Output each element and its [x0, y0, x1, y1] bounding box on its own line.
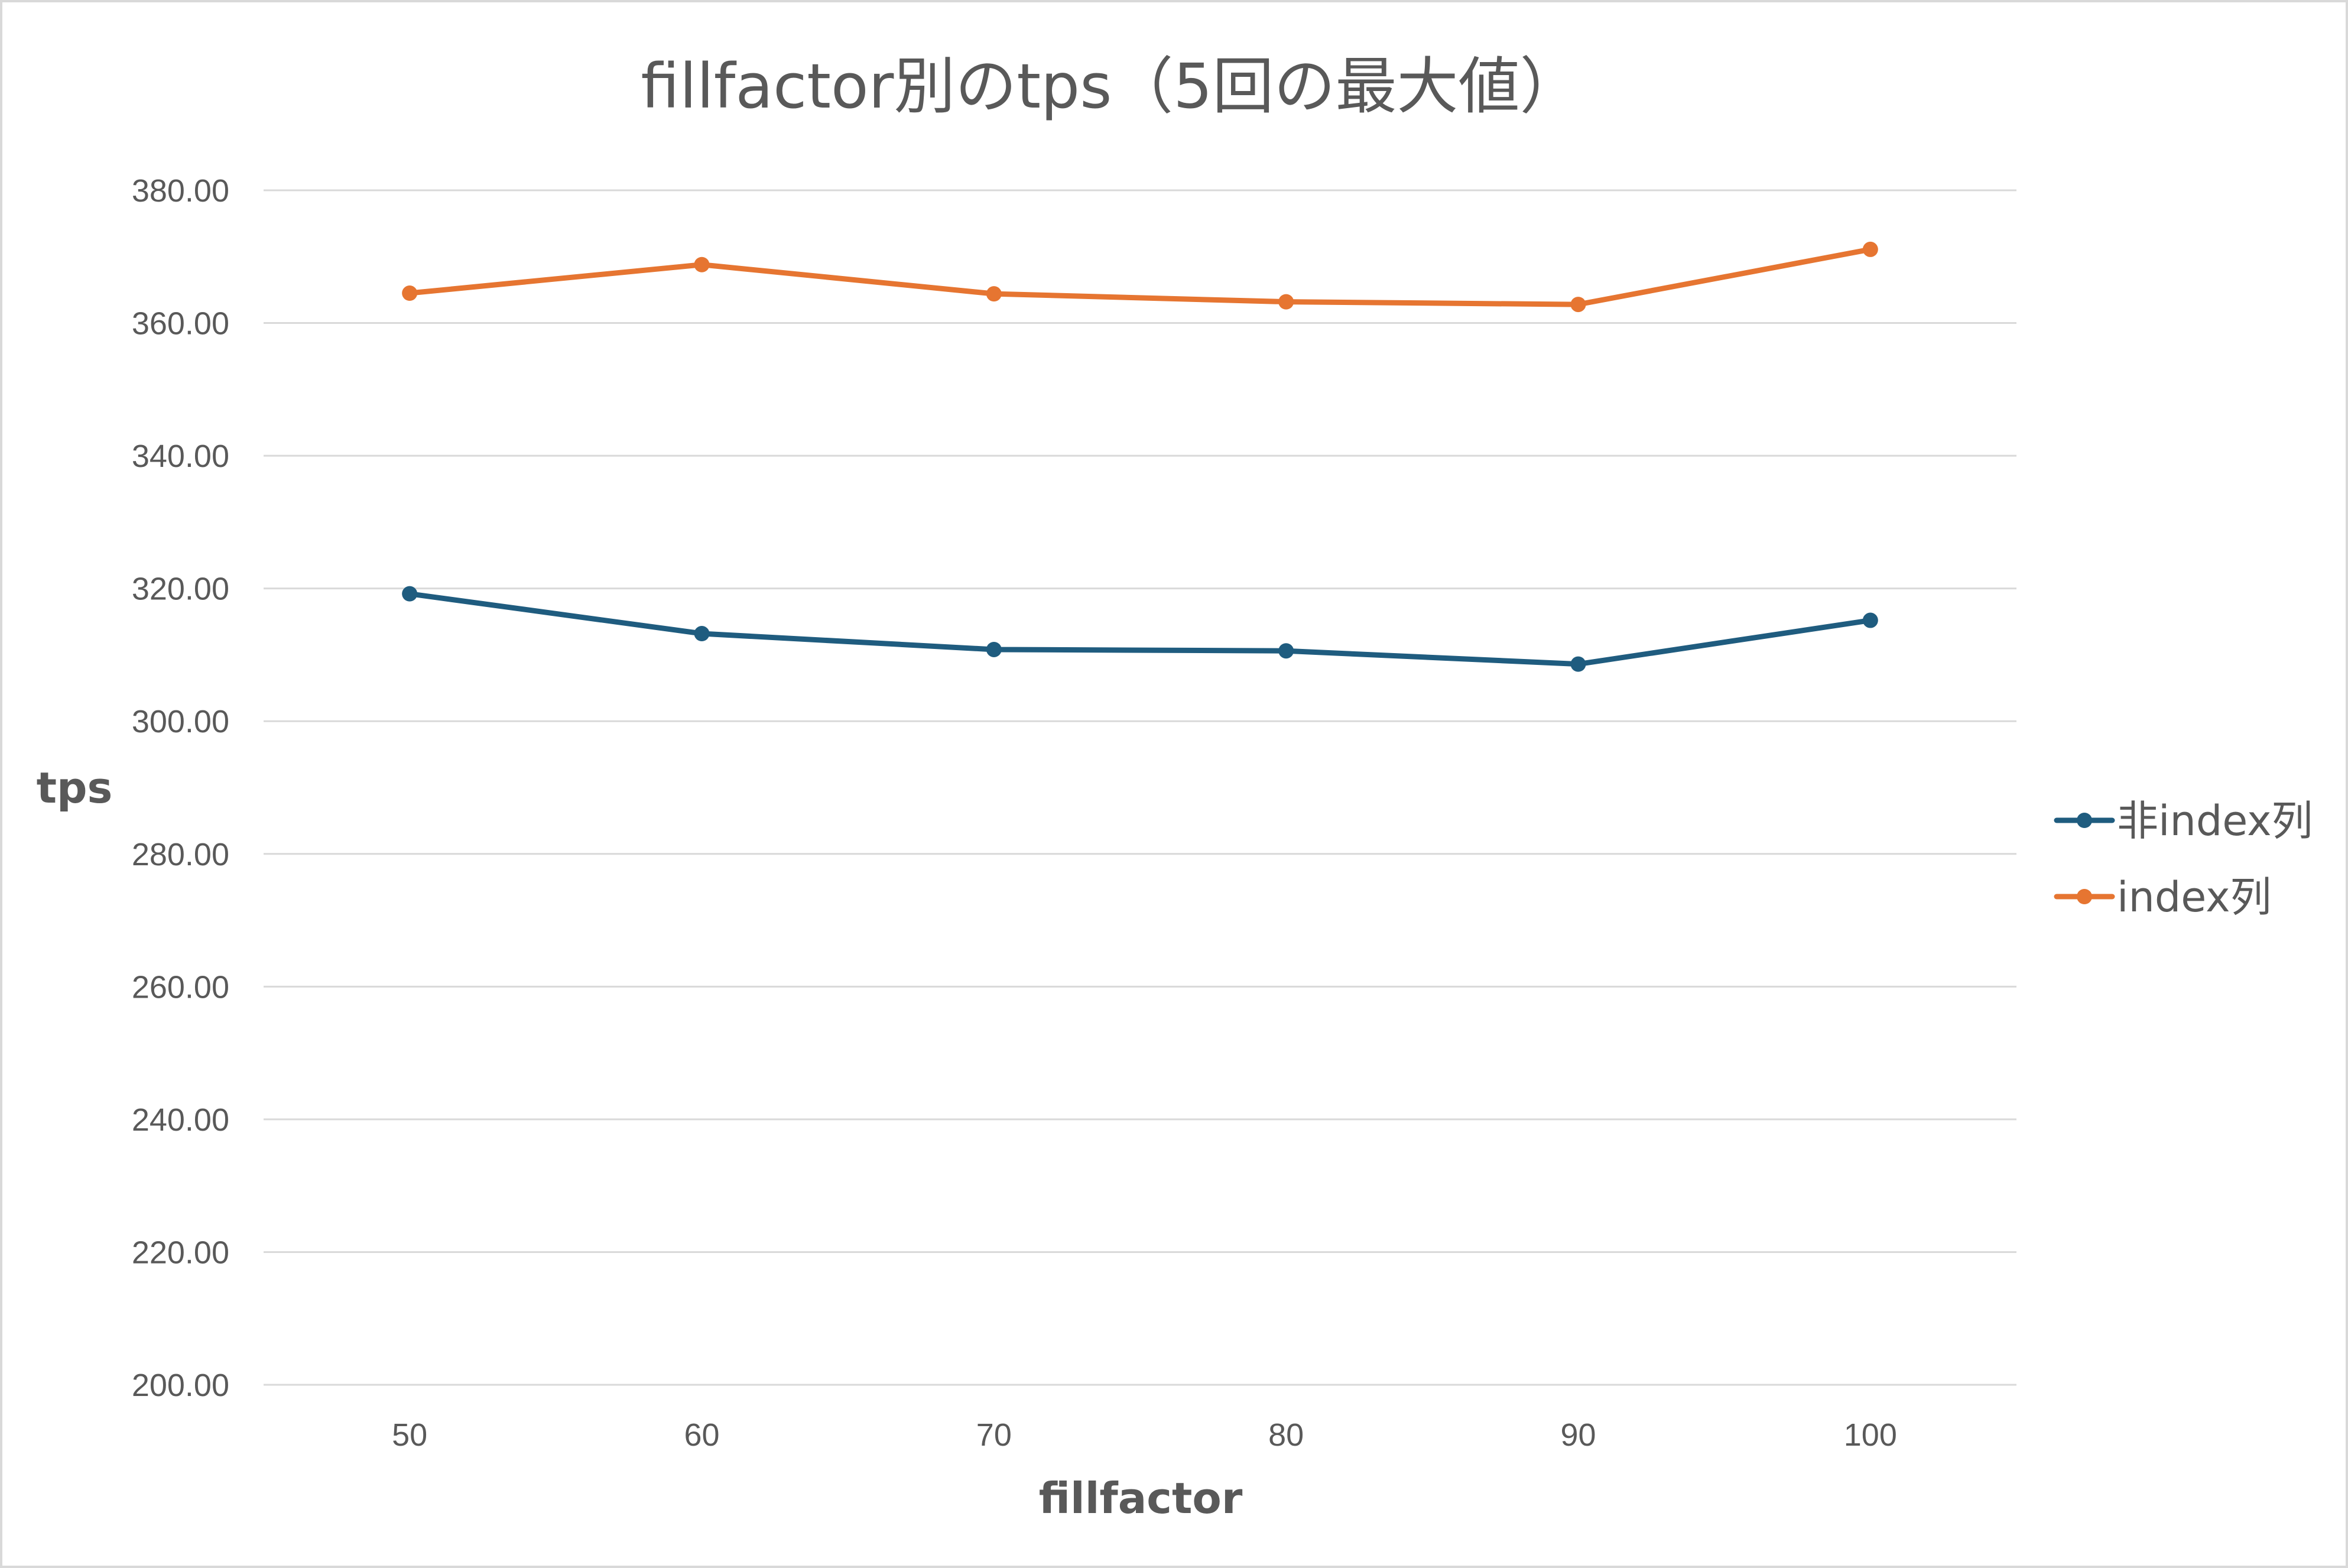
y-tick-label: 360.00 — [132, 306, 229, 342]
data-point — [986, 641, 1002, 657]
series-line-1 — [407, 246, 1873, 307]
x-tick-label: 50 — [392, 1417, 427, 1453]
y-tick-label: 320.00 — [132, 572, 229, 607]
data-point — [1278, 643, 1294, 659]
gridlines — [264, 189, 2016, 1386]
y-tick-label: 280.00 — [132, 837, 229, 872]
data-point — [694, 257, 710, 272]
legend-label: index列 — [2117, 873, 2272, 921]
data-point — [1570, 656, 1586, 672]
series-line-0 — [407, 591, 1873, 667]
x-tick-label: 100 — [1844, 1417, 1897, 1453]
x-tick-label: 60 — [684, 1417, 719, 1453]
series-group — [402, 241, 1878, 672]
y-axis-ticks: 200.00 220.00 240.00 260.00 280.00 300.00 320.… — [132, 173, 229, 1403]
legend-swatch-marker — [2077, 813, 2092, 828]
y-tick-label: 340.00 — [132, 439, 229, 474]
y-tick-label: 260.00 — [132, 969, 229, 1005]
y-tick-label: 240.00 — [132, 1102, 229, 1138]
x-tick-label: 80 — [1268, 1417, 1304, 1453]
data-point — [402, 285, 418, 301]
data-point — [986, 286, 1002, 302]
legend: 非index列 index列 — [2054, 797, 2313, 921]
y-tick-label: 380.00 — [132, 173, 229, 209]
y-tick-label: 300.00 — [132, 704, 229, 739]
legend-swatch-marker — [2077, 889, 2092, 904]
data-point — [402, 586, 418, 602]
x-tick-label: 70 — [976, 1417, 1012, 1453]
x-axis-ticks: 50 60 70 80 90 100 — [392, 1417, 1897, 1453]
x-tick-label: 90 — [1560, 1417, 1596, 1453]
data-point — [1278, 294, 1294, 310]
data-point — [1570, 297, 1586, 313]
legend-label: 非index列 — [2117, 797, 2313, 845]
data-point — [1862, 612, 1878, 628]
chart-title: fillfactor別のtps（5回の最大値） — [641, 50, 1581, 122]
y-tick-label: 220.00 — [132, 1235, 229, 1270]
data-point — [1862, 241, 1878, 257]
y-tick-label: 200.00 — [132, 1368, 229, 1403]
data-point — [694, 626, 710, 642]
x-axis-title: fillfactor — [1039, 1473, 1243, 1523]
y-axis-title: tps — [37, 763, 113, 813]
